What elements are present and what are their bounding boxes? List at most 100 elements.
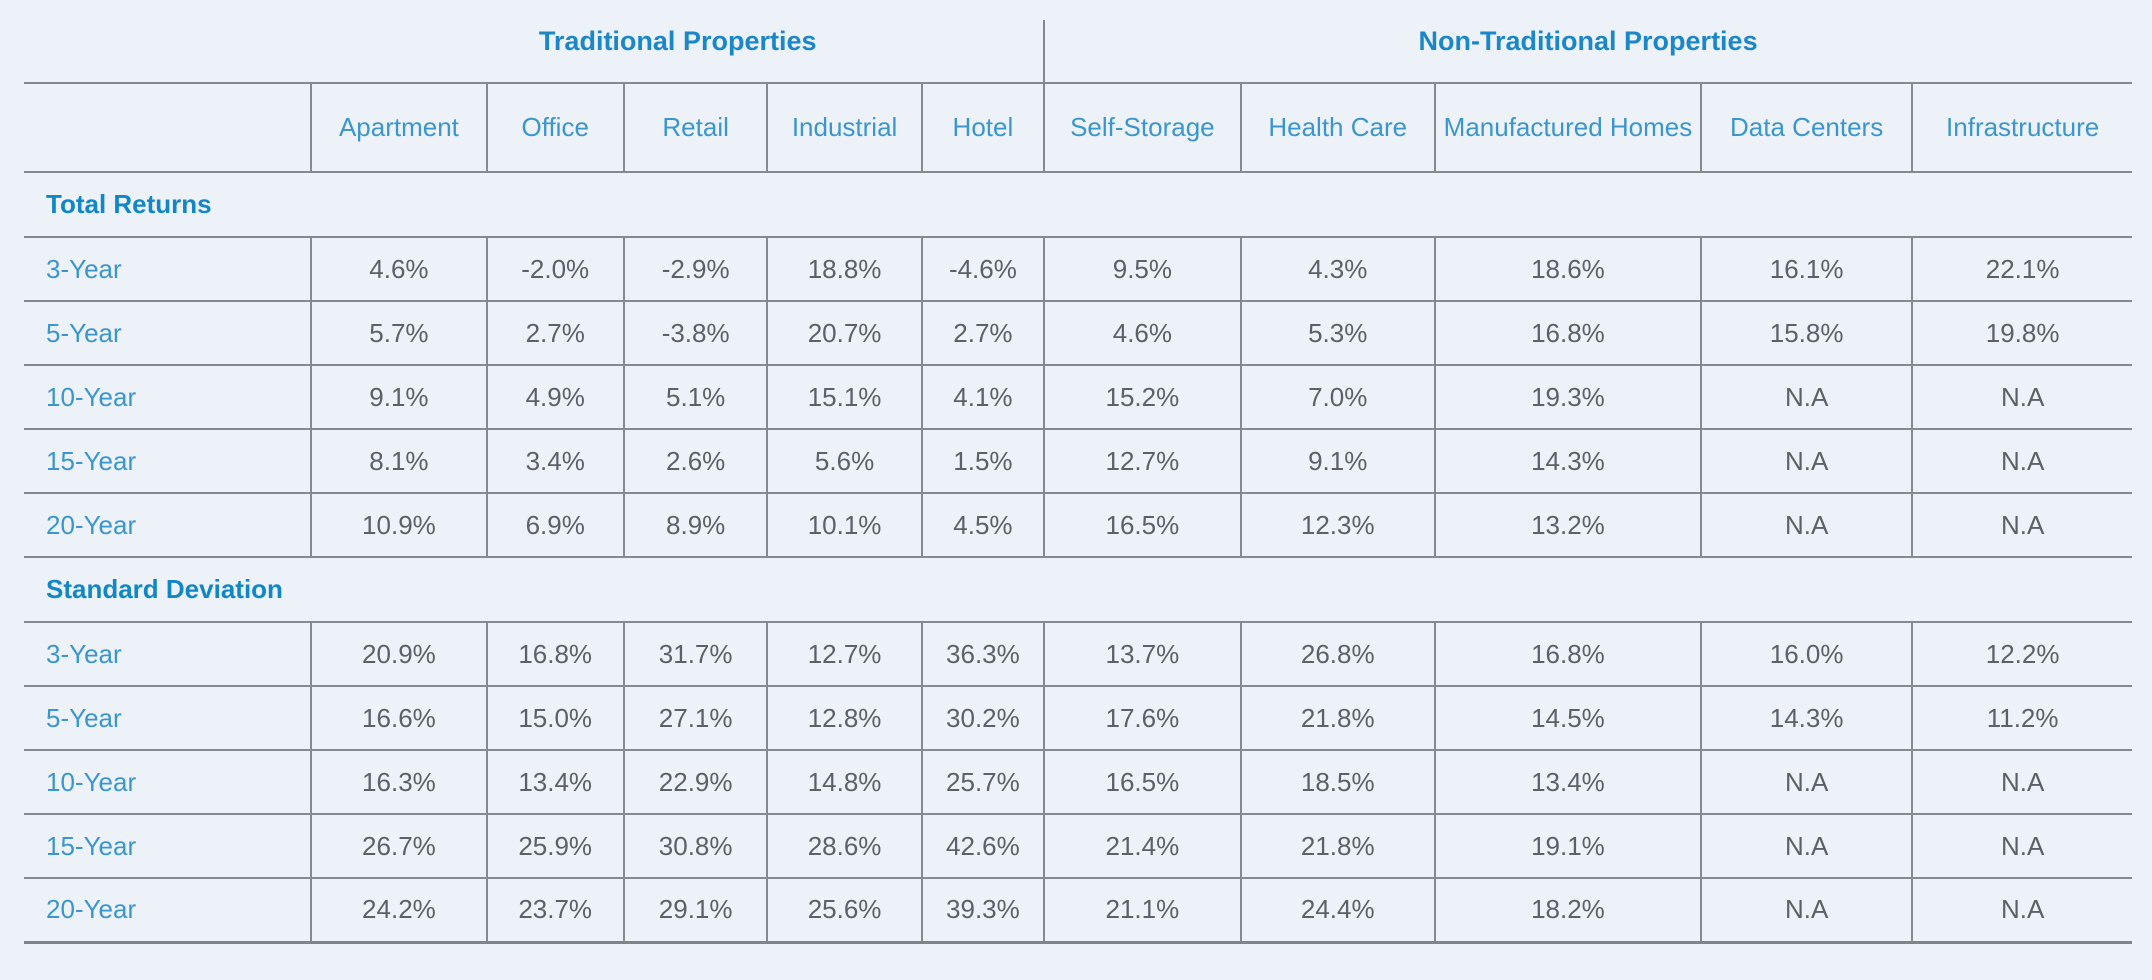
table-row: 20-Year 24.2% 23.7% 29.1% 25.6% 39.3% 21.1% 24.… bbox=[24, 878, 2132, 944]
table-row: 3-Year 4.6% -2.0% -2.9% 18.8% -4.6% 9.5% 4.3% 18… bbox=[24, 237, 2132, 302]
value-cell: 7.0% bbox=[1239, 365, 1435, 430]
value-cell: 19.8% bbox=[1911, 301, 2132, 366]
spacer-cell bbox=[24, 0, 311, 83]
value-cell: 21.8% bbox=[1239, 686, 1435, 751]
value-cell: 36.3% bbox=[920, 622, 1045, 687]
column-header-data-centers: Data Centers bbox=[1700, 82, 1913, 173]
value-cell: 24.2% bbox=[310, 878, 487, 944]
value-cell: 4.6% bbox=[310, 237, 487, 302]
column-header-retail: Retail bbox=[622, 82, 768, 173]
value-cell: 23.7% bbox=[485, 878, 624, 944]
row-label: 10-Year bbox=[24, 750, 312, 815]
value-cell: 24.4% bbox=[1239, 878, 1435, 944]
column-header-office: Office bbox=[485, 82, 624, 173]
value-cell: N.A bbox=[1700, 814, 1913, 879]
value-cell: -2.0% bbox=[485, 237, 624, 302]
row-label: 15-Year bbox=[24, 814, 312, 879]
value-cell: 12.7% bbox=[766, 622, 922, 687]
value-cell: 27.1% bbox=[622, 686, 768, 751]
value-cell: N.A bbox=[1911, 365, 2132, 430]
value-cell: 9.1% bbox=[310, 365, 487, 430]
group-header-row: Traditional Properties Non-Traditional P… bbox=[24, 0, 2132, 83]
properties-returns-table-wrap: Traditional Properties Non-Traditional P… bbox=[24, 0, 2132, 944]
value-cell: 16.1% bbox=[1700, 237, 1913, 302]
value-cell: 12.3% bbox=[1239, 493, 1435, 558]
value-cell: 14.3% bbox=[1433, 429, 1702, 494]
value-cell: 42.6% bbox=[920, 814, 1045, 879]
value-cell: 22.9% bbox=[622, 750, 768, 815]
column-header-self-storage: Self-Storage bbox=[1043, 82, 1241, 173]
value-cell: 4.9% bbox=[485, 365, 624, 430]
value-cell: 30.2% bbox=[920, 686, 1045, 751]
column-header-row: Apartment Office Retail Industrial Hotel Self… bbox=[24, 82, 2132, 173]
value-cell: 3.4% bbox=[485, 429, 624, 494]
value-cell: 1.5% bbox=[920, 429, 1045, 494]
column-header-health-care: Health Care bbox=[1239, 82, 1435, 173]
value-cell: 13.4% bbox=[485, 750, 624, 815]
table-row: 10-Year 16.3% 13.4% 22.9% 14.8% 25.7% 16.5% 18.… bbox=[24, 750, 2132, 815]
value-cell: 4.1% bbox=[920, 365, 1045, 430]
value-cell: 5.3% bbox=[1239, 301, 1435, 366]
value-cell: N.A bbox=[1911, 878, 2132, 944]
value-cell: 25.9% bbox=[485, 814, 624, 879]
section-row-total-returns: Total Returns bbox=[24, 172, 2132, 238]
value-cell: 20.9% bbox=[310, 622, 487, 687]
value-cell: 9.5% bbox=[1043, 237, 1241, 302]
value-cell: 15.0% bbox=[485, 686, 624, 751]
value-cell: N.A bbox=[1911, 814, 2132, 879]
value-cell: N.A bbox=[1700, 429, 1913, 494]
value-cell: 25.6% bbox=[766, 878, 922, 944]
properties-returns-table: Traditional Properties Non-Traditional P… bbox=[24, 0, 2132, 944]
value-cell: 17.6% bbox=[1043, 686, 1241, 751]
value-cell: 12.7% bbox=[1043, 429, 1241, 494]
value-cell: 16.8% bbox=[1433, 622, 1702, 687]
value-cell: 19.3% bbox=[1433, 365, 1702, 430]
value-cell: 18.6% bbox=[1433, 237, 1702, 302]
value-cell: N.A bbox=[1700, 365, 1913, 430]
column-header-manufactured-homes: Manufactured Homes bbox=[1433, 82, 1702, 173]
value-cell: N.A bbox=[1911, 750, 2132, 815]
value-cell: N.A bbox=[1700, 750, 1913, 815]
row-label: 20-Year bbox=[24, 878, 312, 944]
value-cell: 22.1% bbox=[1911, 237, 2132, 302]
value-cell: 19.1% bbox=[1433, 814, 1702, 879]
section-row-standard-deviation: Standard Deviation bbox=[24, 557, 2132, 623]
column-header-infrastructure: Infrastructure bbox=[1911, 82, 2132, 173]
value-cell: 16.5% bbox=[1043, 493, 1241, 558]
value-cell: 4.5% bbox=[920, 493, 1045, 558]
value-cell: 39.3% bbox=[920, 878, 1045, 944]
value-cell: 18.2% bbox=[1433, 878, 1702, 944]
table-row: 20-Year 10.9% 6.9% 8.9% 10.1% 4.5% 16.5% 12.3% 1… bbox=[24, 493, 2132, 558]
value-cell: 16.6% bbox=[310, 686, 487, 751]
row-label: 15-Year bbox=[24, 429, 312, 494]
value-cell: 31.7% bbox=[622, 622, 768, 687]
value-cell: 14.3% bbox=[1700, 686, 1913, 751]
value-cell: 6.9% bbox=[485, 493, 624, 558]
value-cell: 26.8% bbox=[1239, 622, 1435, 687]
row-label: 3-Year bbox=[24, 622, 312, 687]
value-cell: 15.2% bbox=[1043, 365, 1241, 430]
value-cell: N.A bbox=[1911, 493, 2132, 558]
table-row: 3-Year 20.9% 16.8% 31.7% 12.7% 36.3% 13.7% 26.8… bbox=[24, 622, 2132, 687]
table-row: 10-Year 9.1% 4.9% 5.1% 15.1% 4.1% 15.2% 7.0% 19.… bbox=[24, 365, 2132, 430]
column-header-apartment: Apartment bbox=[310, 82, 487, 173]
value-cell: N.A bbox=[1911, 429, 2132, 494]
value-cell: 9.1% bbox=[1239, 429, 1435, 494]
group-header-traditional: Traditional Properties bbox=[538, 25, 817, 56]
value-cell: 16.8% bbox=[485, 622, 624, 687]
value-cell: 21.1% bbox=[1043, 878, 1241, 944]
value-cell: 15.1% bbox=[766, 365, 922, 430]
spacer-cell bbox=[24, 82, 312, 173]
value-cell: 10.1% bbox=[766, 493, 922, 558]
value-cell: 26.7% bbox=[310, 814, 487, 879]
value-cell: 20.7% bbox=[766, 301, 922, 366]
value-cell: 16.8% bbox=[1433, 301, 1702, 366]
value-cell: 16.0% bbox=[1700, 622, 1913, 687]
row-label: 20-Year bbox=[24, 493, 312, 558]
value-cell: 13.4% bbox=[1433, 750, 1702, 815]
value-cell: 2.7% bbox=[485, 301, 624, 366]
value-cell: 13.7% bbox=[1043, 622, 1241, 687]
value-cell: 30.8% bbox=[622, 814, 768, 879]
value-cell: 21.4% bbox=[1043, 814, 1241, 879]
value-cell: 13.2% bbox=[1433, 493, 1702, 558]
